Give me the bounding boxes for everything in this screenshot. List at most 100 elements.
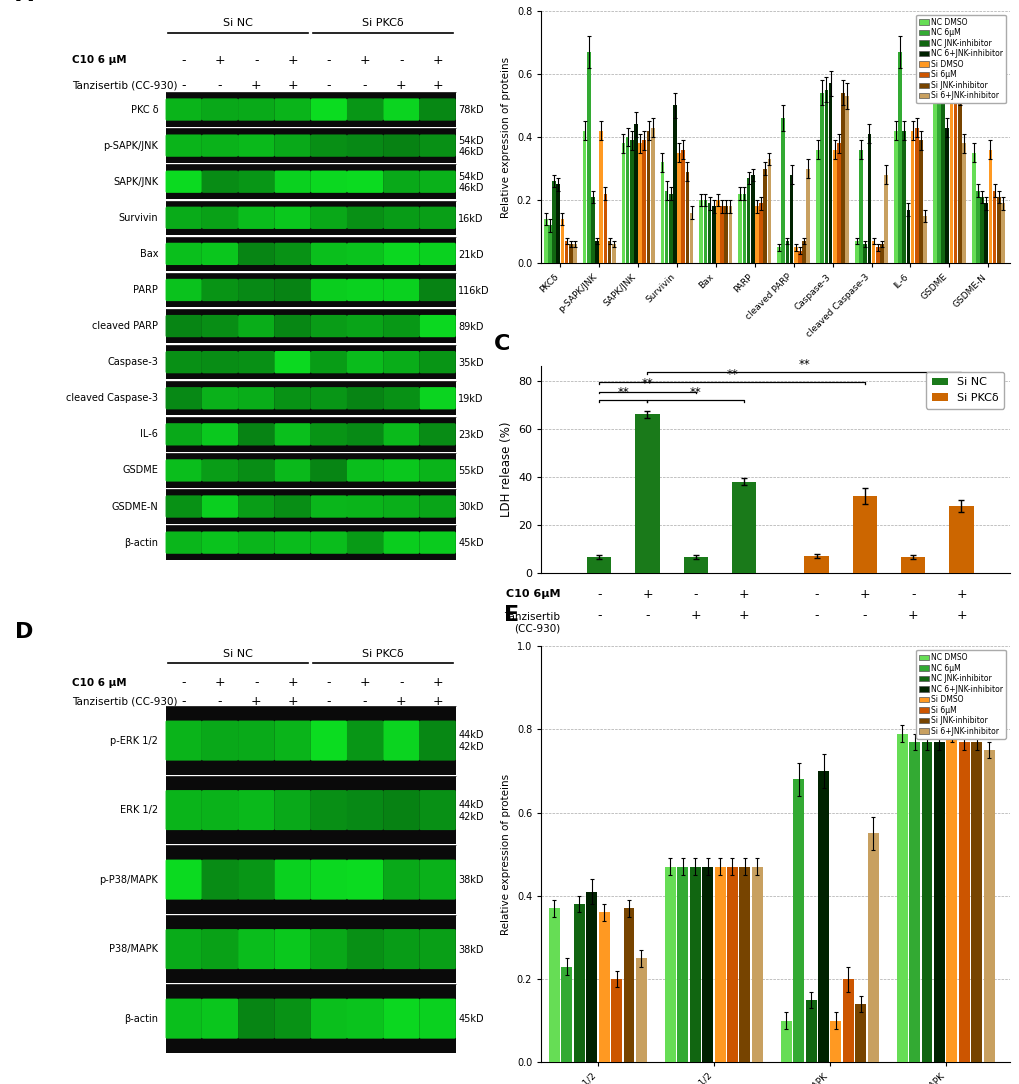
Bar (979, 197, 983, 263)
Text: +: + (251, 79, 261, 92)
Bar (754, 206, 758, 263)
Text: Caspase-3: Caspase-3 (107, 357, 158, 367)
Bar (906, 209, 909, 263)
FancyBboxPatch shape (165, 915, 455, 983)
FancyBboxPatch shape (165, 998, 202, 1038)
FancyBboxPatch shape (419, 423, 455, 446)
Bar (586, 52, 590, 263)
FancyBboxPatch shape (202, 721, 237, 761)
Bar (560, 967, 572, 1062)
FancyBboxPatch shape (237, 134, 274, 157)
Text: -: - (326, 54, 331, 67)
Bar (875, 247, 878, 263)
Text: GSDME-N: GSDME-N (111, 502, 158, 512)
Bar (797, 250, 801, 263)
Bar (551, 181, 555, 263)
Bar (746, 178, 750, 263)
FancyBboxPatch shape (346, 207, 383, 229)
Text: Tanzisertib (CC-930): Tanzisertib (CC-930) (72, 696, 177, 707)
Bar (781, 118, 785, 263)
Text: -: - (181, 79, 185, 92)
Bar (634, 125, 637, 263)
Bar (945, 128, 948, 263)
FancyBboxPatch shape (165, 423, 202, 446)
FancyBboxPatch shape (237, 531, 274, 554)
Bar (793, 779, 803, 1062)
Text: -: - (217, 79, 222, 92)
Bar (711, 206, 715, 263)
FancyBboxPatch shape (165, 382, 455, 415)
FancyBboxPatch shape (346, 929, 383, 969)
FancyBboxPatch shape (237, 315, 274, 337)
Text: Si NC: Si NC (223, 648, 253, 659)
FancyBboxPatch shape (165, 860, 202, 900)
Text: 38kD: 38kD (458, 875, 483, 886)
Bar (582, 131, 586, 263)
FancyBboxPatch shape (419, 998, 455, 1038)
FancyBboxPatch shape (274, 790, 311, 830)
Text: p-P38/MAPK: p-P38/MAPK (99, 875, 158, 885)
Text: 30kD: 30kD (458, 502, 483, 513)
FancyBboxPatch shape (202, 790, 237, 830)
FancyBboxPatch shape (419, 315, 455, 337)
FancyBboxPatch shape (419, 531, 455, 554)
Text: +: + (907, 609, 917, 622)
Bar (677, 867, 688, 1062)
FancyBboxPatch shape (419, 860, 455, 900)
Bar (982, 750, 994, 1062)
Text: +: + (395, 695, 407, 708)
FancyBboxPatch shape (165, 526, 455, 559)
Text: 44kD
42kD: 44kD 42kD (458, 800, 483, 822)
FancyBboxPatch shape (311, 929, 346, 969)
Bar (574, 904, 584, 1062)
FancyBboxPatch shape (383, 860, 419, 900)
FancyBboxPatch shape (274, 243, 311, 264)
Bar (548, 908, 559, 1062)
Bar (802, 241, 805, 263)
Text: 78kD: 78kD (458, 105, 483, 115)
FancyBboxPatch shape (383, 134, 419, 157)
Text: -: - (398, 54, 404, 67)
Bar (858, 150, 862, 263)
Text: SAPK/JNK: SAPK/JNK (113, 177, 158, 186)
Bar (699, 201, 702, 263)
FancyBboxPatch shape (165, 721, 202, 761)
Bar (689, 212, 693, 263)
Text: -: - (181, 695, 185, 708)
Bar (689, 867, 700, 1062)
FancyBboxPatch shape (274, 495, 311, 518)
FancyBboxPatch shape (346, 351, 383, 373)
FancyBboxPatch shape (237, 279, 274, 301)
Text: **: ** (641, 377, 653, 390)
FancyBboxPatch shape (419, 351, 455, 373)
Bar (598, 913, 609, 1062)
FancyBboxPatch shape (419, 460, 455, 481)
Bar (867, 834, 877, 1062)
Bar (599, 131, 602, 263)
FancyBboxPatch shape (311, 134, 346, 157)
FancyBboxPatch shape (346, 495, 383, 518)
Bar (991, 191, 996, 263)
Text: +: + (642, 588, 652, 601)
Bar (867, 133, 870, 263)
FancyBboxPatch shape (311, 243, 346, 264)
Bar (723, 206, 728, 263)
Bar (827, 83, 832, 263)
FancyBboxPatch shape (165, 707, 455, 775)
FancyBboxPatch shape (419, 134, 455, 157)
Bar (817, 771, 828, 1062)
Bar (611, 244, 615, 263)
Bar (908, 741, 919, 1062)
FancyBboxPatch shape (383, 460, 419, 481)
FancyBboxPatch shape (165, 387, 202, 410)
Bar (767, 159, 770, 263)
Text: cleaved Caspase-3: cleaved Caspase-3 (66, 393, 158, 403)
Text: +: + (360, 54, 370, 67)
FancyBboxPatch shape (274, 998, 311, 1038)
FancyBboxPatch shape (165, 99, 202, 120)
Text: -: - (181, 676, 185, 689)
FancyBboxPatch shape (346, 790, 383, 830)
FancyBboxPatch shape (274, 315, 311, 337)
FancyBboxPatch shape (165, 128, 455, 163)
FancyBboxPatch shape (419, 170, 455, 193)
